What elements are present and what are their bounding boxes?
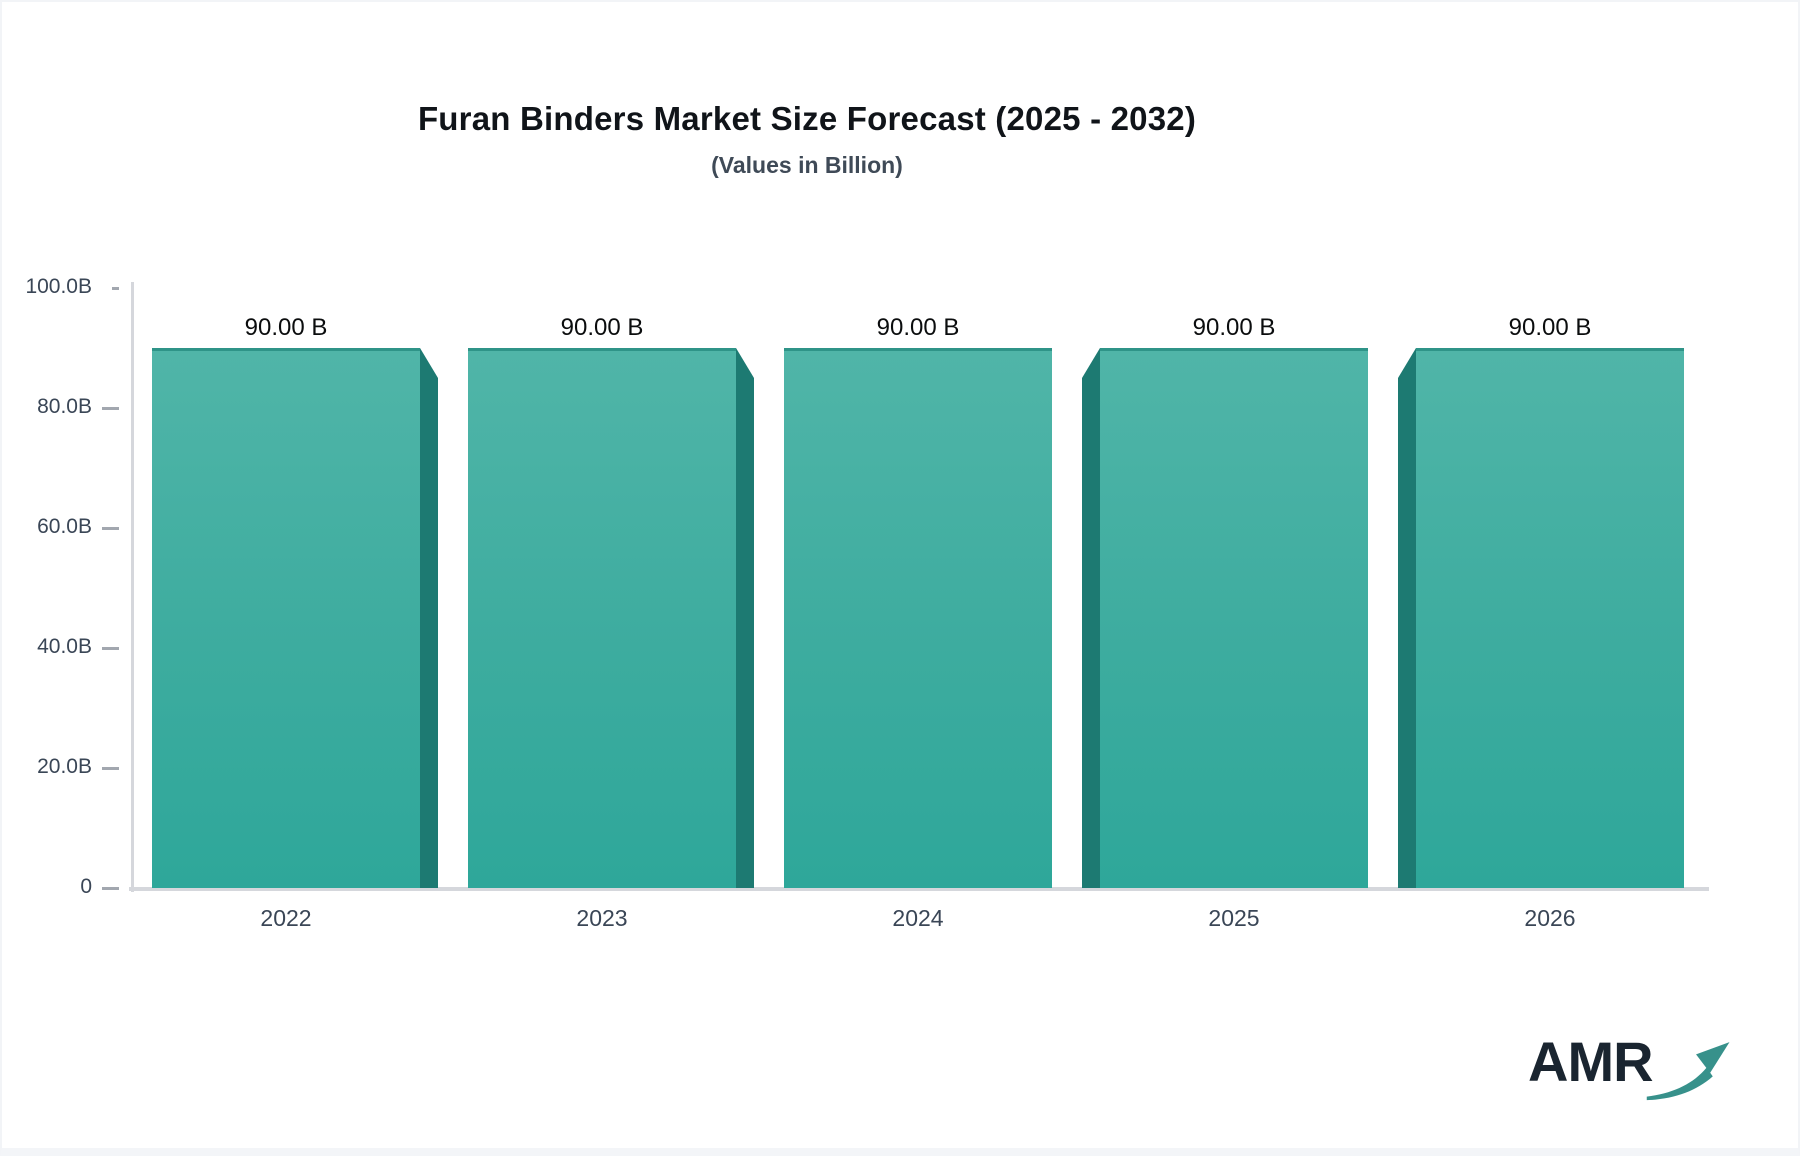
y-tick-label: 80.0B bbox=[37, 395, 92, 418]
bar[interactable] bbox=[784, 348, 1052, 888]
bar-value-label: 90.00 B bbox=[560, 314, 644, 341]
amr-logo: AMR bbox=[1528, 1034, 1733, 1104]
y-tick-mark bbox=[102, 767, 119, 770]
bar[interactable] bbox=[1416, 348, 1684, 888]
x-axis-label: 2022 bbox=[260, 905, 312, 931]
x-axis-label: 2024 bbox=[892, 905, 944, 931]
y-tick-mark bbox=[102, 887, 119, 890]
chart-title: Furan Binders Market Size Forecast (2025… bbox=[417, 100, 1197, 137]
bar-value-label: 90.00 B bbox=[244, 314, 328, 341]
x-axis-label: 2026 bbox=[1524, 905, 1576, 931]
bar-3d-side bbox=[736, 348, 754, 888]
x-axis-label: 2025 bbox=[1208, 905, 1260, 931]
bar-value-label: 90.00 B bbox=[876, 314, 960, 341]
x-axis-label: 2023 bbox=[576, 905, 628, 931]
bar-3d-side bbox=[1398, 348, 1416, 888]
y-tick-label: 40.0B bbox=[37, 635, 92, 658]
y-tick-mark bbox=[102, 407, 119, 410]
y-tick-mark bbox=[102, 647, 119, 650]
x-axis-line bbox=[129, 887, 1709, 891]
chart-subtitle: (Values in Billion) bbox=[711, 152, 903, 178]
bar-value-label: 90.00 B bbox=[1192, 314, 1276, 341]
bar[interactable] bbox=[1100, 348, 1368, 888]
y-axis-line bbox=[131, 282, 134, 892]
y-tick-mark bbox=[112, 287, 119, 290]
y-tick-label: 100.0B bbox=[25, 275, 92, 298]
bar[interactable] bbox=[468, 348, 736, 888]
amr-logo-text: AMR bbox=[1528, 1030, 1654, 1093]
bar[interactable] bbox=[152, 348, 420, 888]
bar-3d-side bbox=[1082, 348, 1100, 888]
y-tick-label: 60.0B bbox=[37, 515, 92, 538]
y-tick-label: 20.0B bbox=[37, 755, 92, 778]
bar-3d-side bbox=[420, 348, 438, 888]
bar-value-label: 90.00 B bbox=[1508, 314, 1592, 341]
y-tick-label: 0 bbox=[80, 875, 92, 898]
y-tick-mark bbox=[102, 527, 119, 530]
growth-arrow-icon bbox=[1646, 1042, 1730, 1101]
